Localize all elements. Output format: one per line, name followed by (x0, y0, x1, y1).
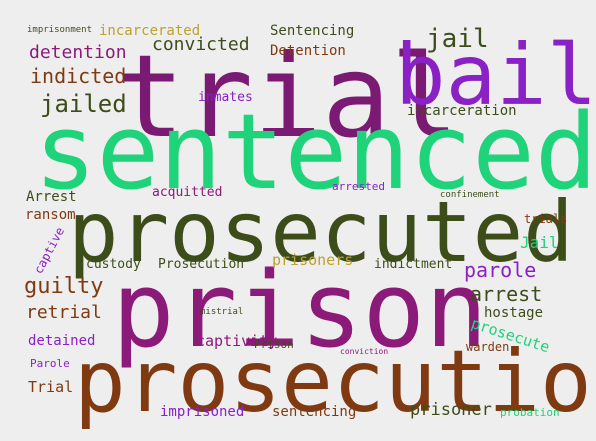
word-indictment: indictment (374, 257, 453, 272)
word-prosecution: prosecution (74, 332, 596, 432)
word-indicted: indicted (30, 64, 127, 88)
word-sentencing: sentencing (272, 404, 357, 420)
word-hostage: hostage (484, 305, 544, 321)
word-parole-cap: Parole (30, 357, 70, 370)
word-trials: trials (524, 212, 568, 226)
word-incarceration: incarceration (407, 103, 517, 119)
word-arrest-cap: Arrest (26, 189, 77, 205)
word-jail: jail (426, 24, 489, 54)
word-imprisonment: imprisonment (27, 25, 93, 35)
word-parole: parole (464, 258, 537, 282)
word-conviction: conviction (340, 347, 389, 356)
word-jail-cap: Jail (520, 233, 559, 252)
word-arrest: arrest (470, 282, 543, 306)
word-incarcerated: incarcerated (99, 23, 201, 39)
word-captive: captive (31, 224, 68, 277)
word-jailed: jailed (40, 90, 127, 118)
word-detained: detained (28, 333, 96, 349)
word-captivity: captivity (196, 332, 278, 350)
word-bail: bail (395, 26, 596, 124)
word-imprisoned: imprisoned (160, 404, 245, 420)
word-sentencing-cap: Sentencing (270, 23, 355, 39)
word-ransom: ransom (25, 207, 76, 223)
word-prison: prison (112, 249, 488, 371)
word-retrial: retrial (26, 302, 102, 323)
word-custody: custody (86, 257, 141, 272)
word-inmates: inmates (198, 90, 253, 105)
word-trial: trial (116, 30, 460, 163)
word-prisoner: prisoner (410, 400, 492, 420)
word-warden: warden (466, 340, 510, 354)
word-confinement: confinement (440, 190, 500, 200)
word-probation: probation (500, 406, 560, 419)
word-prosecution-cap: Prosecution (158, 257, 245, 272)
word-prosecuted: prosecuted (68, 183, 574, 281)
word-prison-cap: Prison (254, 338, 294, 351)
word-arrested: arrested (332, 180, 385, 193)
word-guilty: guilty (24, 274, 104, 299)
word-detention: detention (29, 42, 127, 63)
word-sentenced: sentenced (34, 91, 596, 213)
word-prisoners: prisoners (272, 251, 354, 269)
word-convicted: convicted (152, 34, 250, 55)
word-trial-cap: Trial (28, 378, 74, 396)
word-detention-cap: Detention (270, 43, 346, 59)
word-mistrial: mistrial (200, 307, 244, 317)
word-acquitted: acquitted (152, 185, 223, 200)
